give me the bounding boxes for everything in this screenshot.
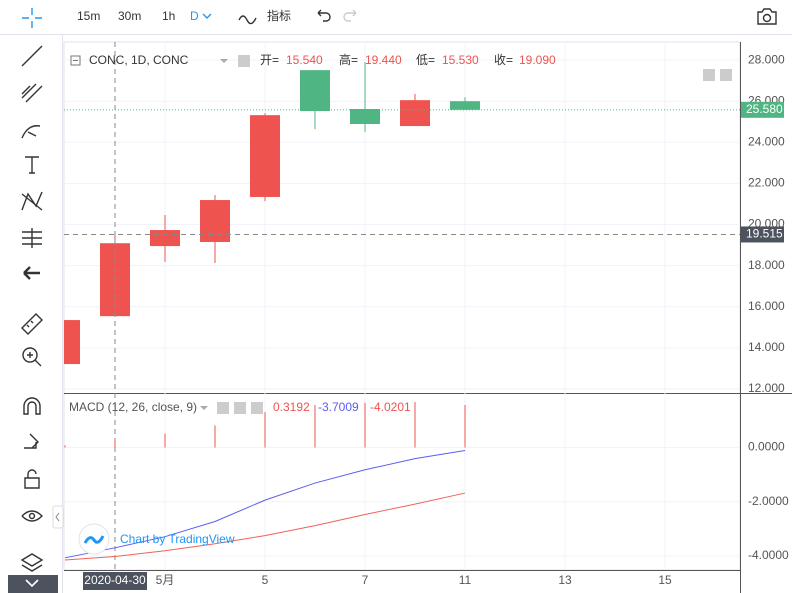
candle-body <box>450 101 480 110</box>
ruler-tool[interactable] <box>21 313 43 335</box>
y-tick-label: 22.000 <box>748 176 785 190</box>
macd-dropdown[interactable] <box>200 406 208 410</box>
candle-body <box>200 200 230 242</box>
redo-button[interactable] <box>343 9 357 22</box>
visibility-tool[interactable] <box>21 510 43 522</box>
settings-button[interactable] <box>238 55 250 67</box>
y-tick-label: 0.0000 <box>748 440 785 454</box>
interval-button[interactable]: 30m <box>118 9 141 23</box>
interval-button[interactable]: 1h <box>162 9 175 23</box>
watermark[interactable]: Chart by TradingView <box>78 523 235 555</box>
ohlc-label: 收= <box>494 53 513 67</box>
x-tick-label: 5月 <box>156 573 175 587</box>
macd-histogram-value: 0.3192 <box>273 400 310 414</box>
ohlc-value: 15.540 <box>286 53 323 67</box>
toolbar-toggle[interactable] <box>52 505 64 529</box>
macd-remove[interactable] <box>251 402 263 414</box>
watermark-icon <box>83 535 105 544</box>
interval-button-active[interactable]: D <box>190 9 199 23</box>
left-toolbar-border <box>62 35 63 593</box>
macd-value: -3.7009 <box>318 400 359 414</box>
macd-settings[interactable] <box>234 402 246 414</box>
ohlc-value: 19.090 <box>519 53 556 67</box>
x-tick-label: 11 <box>459 573 472 587</box>
x-tick-label: 7 <box>362 573 369 587</box>
interval-button[interactable]: 15m <box>77 9 100 23</box>
indicator-icon[interactable] <box>238 15 257 25</box>
crosshair-date-label: 2020-04-30 <box>84 573 146 587</box>
zoom-tool[interactable] <box>22 347 42 367</box>
fib-tool[interactable] <box>21 83 43 103</box>
grid <box>64 42 740 570</box>
candle-body <box>400 100 430 127</box>
symbol-title: CONC, 1D, CONC <box>89 53 189 67</box>
ohlc-value: 15.530 <box>442 53 479 67</box>
y-tick-label: -2.0000 <box>748 494 789 508</box>
y-tick-label: 28.000 <box>748 52 785 66</box>
toolbar-toggle-arrow <box>55 512 60 522</box>
lock-drawing-tool[interactable] <box>24 433 39 449</box>
y-tick-label: 14.000 <box>748 340 785 354</box>
prediction-tool[interactable] <box>22 228 42 248</box>
candle-body <box>350 108 380 125</box>
drawing-tools <box>8 45 64 593</box>
y-tick-label: 12.000 <box>748 381 785 395</box>
candle-body <box>300 70 330 112</box>
layers-tool[interactable] <box>20 553 44 572</box>
collapse-arrow <box>25 579 39 588</box>
scale-button[interactable] <box>720 69 732 81</box>
crosshair-date-box <box>83 572 147 590</box>
signal-value: -4.0201 <box>370 400 411 414</box>
undo-button[interactable] <box>317 9 331 22</box>
macd-title: MACD (12, 26, close, 9) <box>69 400 197 414</box>
candle-body <box>64 320 80 365</box>
collapse-legend[interactable] <box>70 55 81 66</box>
indicator-line <box>64 450 466 559</box>
macd-visibility[interactable] <box>217 402 229 414</box>
ohlc-label: 低= <box>416 53 435 67</box>
watermark-text: Chart by TradingView <box>120 532 235 546</box>
pattern-tool[interactable] <box>21 191 43 211</box>
plot-marks <box>64 42 740 570</box>
crosshair-price-label: 19.515 <box>746 227 783 241</box>
indicators-button[interactable]: 指标 <box>267 8 291 23</box>
scale-button[interactable] <box>703 69 715 81</box>
ohlc-label: 高= <box>339 52 358 67</box>
crosshair-tool[interactable] <box>22 8 42 28</box>
magnet-tool[interactable] <box>23 397 41 415</box>
y-tick-label: 16.000 <box>748 299 785 313</box>
indicator-line <box>64 492 466 561</box>
candle-body <box>150 230 180 247</box>
y-tick-label: 18.000 <box>748 258 785 272</box>
ohlc-value: 19.440 <box>365 53 402 67</box>
ohlc-label: 开= <box>260 53 279 67</box>
y-tick-label: 24.000 <box>748 134 785 148</box>
top-bar-border <box>0 34 792 35</box>
interval-dropdown[interactable] <box>202 13 212 19</box>
crosshair-price-box <box>741 226 784 243</box>
brush-tool[interactable] <box>21 125 41 139</box>
axis-labels: 12.00014.00016.00018.00020.00022.00024.0… <box>83 52 789 590</box>
x-tick-label: 13 <box>558 573 572 587</box>
text-tool[interactable] <box>25 156 39 174</box>
line-tool[interactable] <box>21 45 43 67</box>
back-tool[interactable] <box>23 266 40 280</box>
last-price-box <box>741 101 784 118</box>
x-tick-label: 5 <box>262 573 269 587</box>
y-tick-label: -4.0000 <box>748 548 789 562</box>
screenshot-button[interactable] <box>757 8 777 25</box>
x-tick-label: 15 <box>658 573 672 587</box>
symbol-dropdown[interactable] <box>220 59 228 63</box>
last-price-label: 25.580 <box>746 102 783 116</box>
unlock-tool[interactable] <box>24 469 40 489</box>
candle-body <box>250 115 280 197</box>
